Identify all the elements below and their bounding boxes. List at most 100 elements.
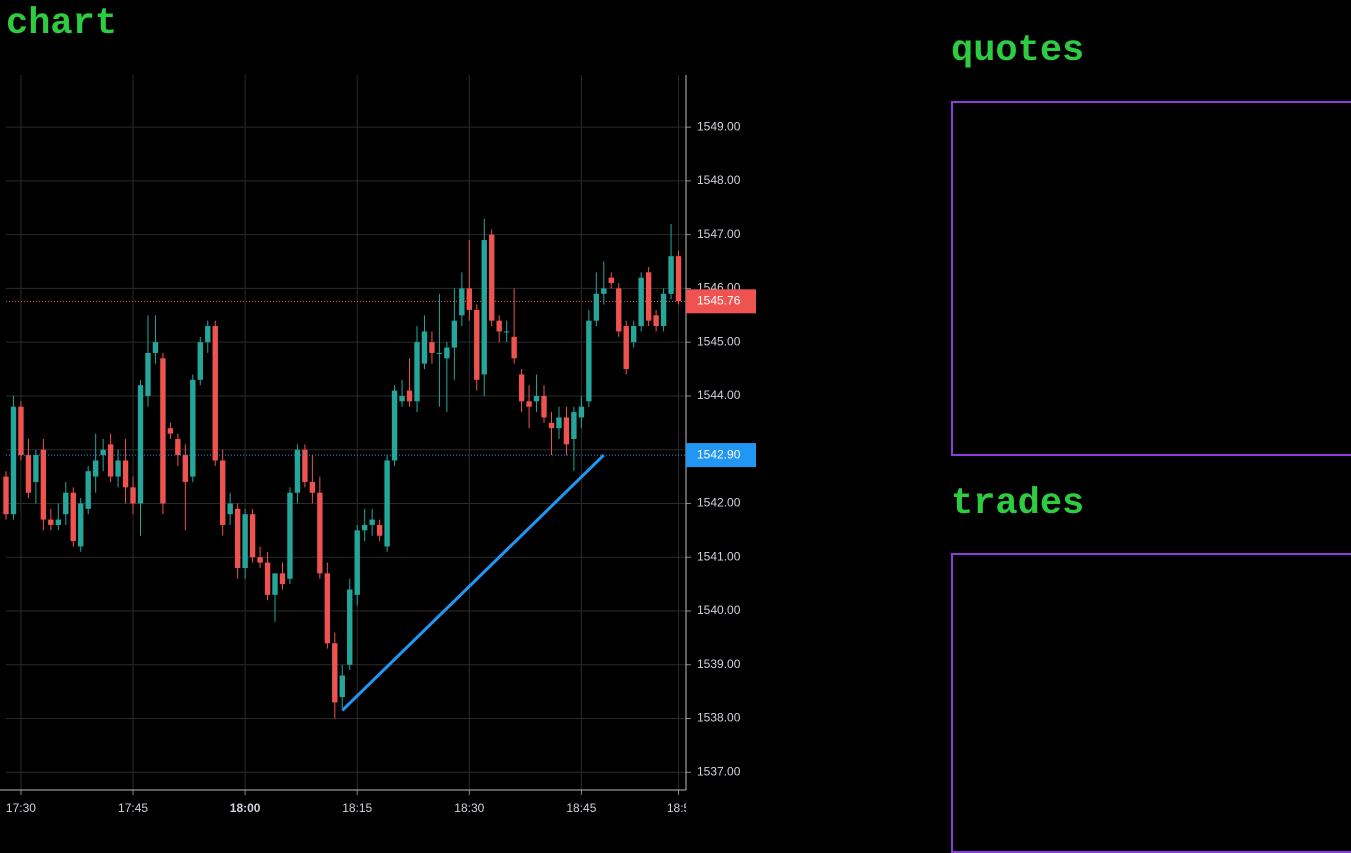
candle-body	[302, 449, 308, 482]
candle-body	[414, 342, 420, 402]
quotes-panel	[951, 101, 1351, 456]
candle-body	[100, 449, 106, 456]
candle-body	[496, 320, 502, 332]
x-tick-label: 18:45	[566, 801, 596, 815]
candle-body	[55, 519, 61, 525]
candle-body	[503, 331, 510, 333]
candle-body	[70, 492, 76, 542]
candle-body	[78, 503, 84, 547]
trades-heading: trades	[951, 483, 1085, 525]
candle-body	[429, 342, 435, 353]
candle-body	[249, 514, 256, 558]
x-tick-label: 17:45	[118, 801, 148, 815]
candle-body	[436, 352, 443, 354]
candle-body	[92, 460, 99, 477]
candle-body	[160, 358, 166, 504]
candle-body	[571, 412, 577, 439]
candle-body	[406, 390, 413, 402]
x-tick-label: 18:15	[342, 801, 372, 815]
y-tick-label: 1537.00	[697, 764, 741, 778]
y-tick-label: 1539.00	[697, 657, 741, 671]
x-tick-label: 18:00	[230, 801, 261, 815]
candle-body	[518, 374, 525, 402]
candle-body	[481, 240, 487, 375]
candle-body	[167, 428, 174, 434]
x-tick-label: 18:5	[667, 801, 691, 815]
candle-body	[10, 406, 17, 515]
candle-body	[190, 379, 196, 477]
candle-body	[25, 455, 32, 493]
candle-body	[533, 395, 540, 402]
candle-body	[653, 315, 659, 327]
candle-body	[40, 449, 47, 520]
page: chart quotes trades 17:30 17:45 18:00 18:15…	[0, 5, 1351, 853]
y-tick-label: 1544.00	[697, 388, 741, 402]
price-label-box	[686, 289, 756, 314]
y-tick-label: 1541.00	[697, 549, 741, 563]
candle-body	[526, 401, 532, 407]
candle-body	[227, 503, 233, 515]
candle-body	[175, 438, 181, 456]
candle-body	[63, 492, 69, 515]
quotes-heading: quotes	[951, 30, 1085, 72]
candle-body	[324, 573, 331, 644]
candle-body	[212, 326, 218, 461]
candle-body	[332, 643, 338, 703]
chart: 17:30 17:45 18:00 18:15 18:30 18:45 18:5 1537.…	[0, 75, 756, 815]
trend-line	[341, 454, 605, 712]
y-tick-label: 1540.00	[697, 603, 741, 617]
candle-body	[182, 455, 189, 482]
candle-body	[220, 460, 226, 525]
candle-body	[369, 519, 375, 525]
x-tick-label: 17:30	[6, 801, 36, 815]
candle-body	[384, 460, 390, 547]
candle-body	[287, 492, 293, 579]
candle-body	[279, 573, 286, 585]
candle-body	[234, 508, 241, 568]
candle-body	[593, 293, 600, 321]
y-tick-label: 1548.00	[697, 173, 741, 187]
y-tick-label: 1542.00	[697, 496, 741, 510]
candle-body	[608, 277, 614, 284]
candle-body	[586, 320, 592, 402]
candle-body	[638, 277, 644, 327]
trades-panel	[951, 553, 1351, 853]
candle-body	[631, 326, 637, 343]
candle-body	[451, 320, 458, 348]
candle-body	[616, 288, 622, 332]
candle-body	[421, 331, 428, 364]
y-tick-label: 1547.00	[697, 227, 741, 241]
candle-body	[399, 395, 405, 402]
candle-body	[511, 336, 517, 359]
candle-body	[85, 471, 91, 509]
candle-body	[563, 417, 570, 445]
candle-body	[272, 573, 278, 595]
candle-body	[152, 342, 159, 353]
candle-body	[675, 256, 682, 302]
candle-body	[317, 492, 323, 574]
x-tick-label: 18:30	[454, 801, 484, 815]
candle-body	[205, 326, 211, 343]
candle-body	[466, 288, 472, 310]
candle-body	[294, 449, 301, 493]
candle-body	[18, 406, 24, 456]
candle-body	[137, 385, 144, 504]
candle-body	[578, 406, 585, 418]
candle-body	[33, 455, 39, 482]
candle-body	[459, 288, 465, 316]
candle-body	[347, 589, 353, 665]
candle-body	[257, 557, 263, 563]
candle-body	[339, 675, 345, 697]
candle-body	[660, 293, 667, 327]
price-label-box	[686, 443, 756, 468]
candle-body	[130, 487, 136, 504]
candle-body	[361, 524, 368, 531]
candle-body	[668, 256, 674, 294]
y-tick-label: 1545.00	[697, 334, 741, 348]
candle-body	[145, 352, 151, 396]
candle-body	[645, 272, 652, 321]
candle-body	[376, 524, 383, 536]
candle-body	[354, 530, 360, 595]
candle-body	[115, 460, 121, 477]
candle-body	[548, 422, 555, 429]
